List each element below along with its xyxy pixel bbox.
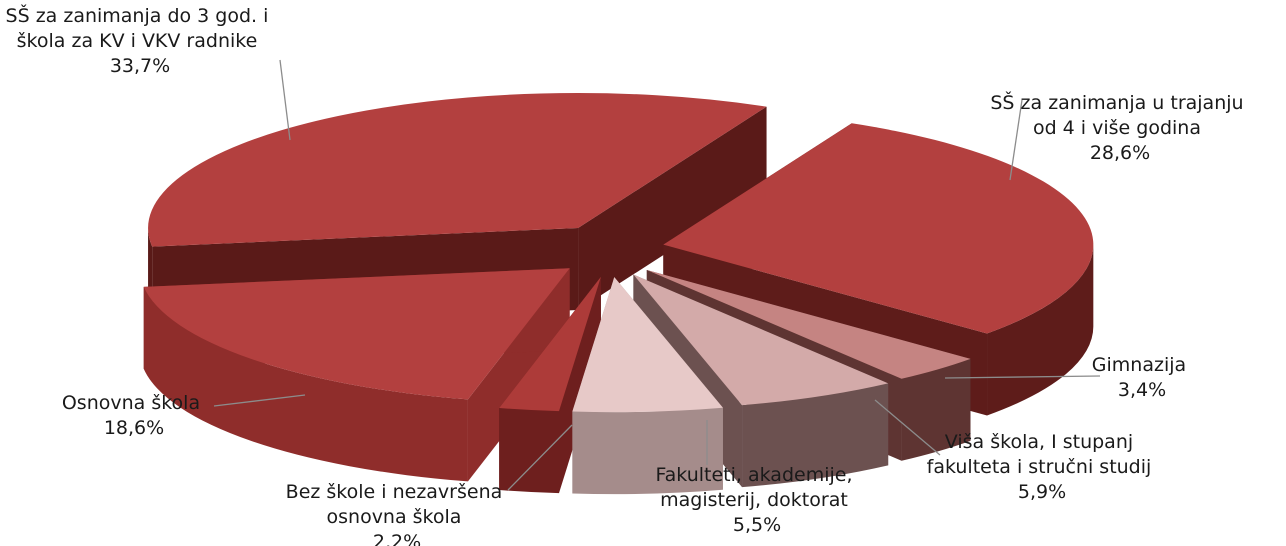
slice-label-osnovna-skola: Osnovna škola 18,6% (62, 392, 206, 439)
pie-slice-ss3-cut-wall-end (578, 106, 767, 310)
slice-value-ss4: 28,6% (1090, 142, 1150, 164)
leader-lines-layer (213, 59, 1101, 491)
pie-slices-layer (143, 92, 1094, 495)
slice-value-osnovna-skola: 18,6% (104, 417, 164, 439)
slice-label-ss4-line2: od 4 i više godina (1033, 117, 1201, 139)
leader-line-ss3 (279, 59, 291, 141)
pie-slice-osnovna-skola-rim-wall-0 (143, 286, 468, 482)
leader-line-osnovna-skola (213, 394, 306, 407)
slice-label-ss4: SŠ za zanimanja u trajanju od 4 i više g… (990, 90, 1249, 164)
pie-slice-gimnazija-top (646, 270, 971, 379)
pie-slice-osnovna-skola-top (143, 268, 570, 400)
slice-label-fakulteti-line2: magisterij, doktorat (660, 489, 848, 511)
pie-slice-bez-skole (499, 276, 601, 494)
pie-slice-ss4-top (663, 123, 1094, 334)
slice-label-gimnazija-line1: Gimnazija (1092, 354, 1186, 376)
pie-slice-gimnazija-rim-wall-0 (901, 358, 971, 461)
pie-slice-fakulteti-top (572, 277, 723, 413)
slice-label-ss4-line1: SŠ za zanimanja u trajanju (990, 90, 1243, 114)
pie-slice-visa-skola-rim-wall-0 (742, 383, 889, 488)
slice-label-visa-skola-line1: Viša škola, I stupanj (945, 431, 1133, 453)
slice-label-fakulteti-line1: Fakulteti, akademije, (655, 464, 852, 486)
slice-value-visa-skola: 5,9% (1018, 481, 1066, 503)
pie-slice-ss4-rim-wall-0 (987, 244, 1094, 416)
slice-value-gimnazija: 3,4% (1118, 379, 1166, 401)
leader-line-visa-skola (874, 399, 941, 456)
slice-value-fakulteti: 5,5% (733, 514, 781, 536)
slice-label-gimnazija: Gimnazija 3,4% (1092, 354, 1192, 401)
pie-slice-bez-skole-top (499, 276, 601, 412)
slice-label-visa-skola-line2: fakulteta i stručni studij (927, 456, 1152, 478)
pie-slice-visa-skola-top (633, 274, 889, 406)
slice-value-bez-skole: 2,2% (373, 531, 421, 546)
leader-line-bez-skole (507, 424, 573, 491)
slice-label-fakulteti: Fakulteti, akademije, magisterij, doktor… (655, 464, 858, 536)
slice-value-ss3: 33,7% (110, 55, 170, 77)
pie-slice-ss3-top (148, 92, 767, 247)
pie-slice-fakulteti (572, 277, 723, 495)
slice-label-ss3-line1: SŠ za zanimanja do 3 god. i (6, 3, 269, 27)
slice-label-ss3-line2: škola za KV i VKV radnike (17, 30, 258, 52)
pie-slice-osnovna-skola (143, 268, 570, 482)
slice-label-bez-skole-line2: osnovna škola (327, 506, 462, 528)
pie-slice-fakulteti-rim-wall-0 (572, 407, 723, 495)
leader-line-ss4 (1009, 99, 1023, 181)
slice-label-osnovna-skola-line1: Osnovna škola (62, 392, 200, 414)
pie-slice-bez-skole-rim-wall-0 (499, 407, 559, 494)
slice-label-ss3: SŠ za zanimanja do 3 god. i škola za KV … (6, 3, 275, 77)
slice-label-bez-skole: Bez škole i nezavršena osnovna škola 2,2… (286, 481, 509, 546)
slice-label-bez-skole-line1: Bez škole i nezavršena (286, 481, 503, 503)
leader-line-gimnazija (944, 375, 1101, 379)
slice-label-visa-skola: Viša škola, I stupanj fakulteta i stručn… (927, 431, 1158, 503)
